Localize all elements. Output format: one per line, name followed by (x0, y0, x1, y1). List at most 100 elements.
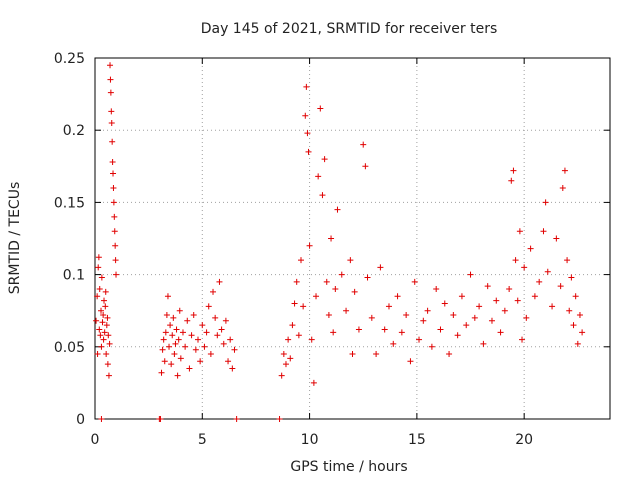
x-tick-label: 5 (198, 432, 207, 448)
data-point (159, 346, 166, 353)
data-point (111, 228, 118, 235)
y-tick-label: 0.25 (54, 51, 85, 67)
data-point (186, 365, 193, 372)
data-point (441, 300, 448, 307)
data-point (113, 271, 120, 278)
data-point (212, 314, 219, 321)
data-point (171, 351, 178, 358)
data-point (112, 257, 119, 264)
data-point (282, 361, 289, 368)
data-point (450, 312, 457, 319)
data-point (210, 288, 217, 295)
data-point (110, 170, 117, 177)
data-point (360, 141, 367, 148)
data-point (512, 257, 519, 264)
data-point (164, 293, 171, 300)
data-point (317, 105, 324, 112)
data-point (280, 351, 287, 358)
data-point (368, 314, 375, 321)
data-point (100, 336, 107, 343)
data-point (428, 343, 435, 350)
data-point (484, 283, 491, 290)
data-point (488, 317, 495, 324)
data-point (362, 163, 369, 170)
data-point (564, 257, 571, 264)
data-point (458, 293, 465, 300)
data-point (168, 361, 175, 368)
data-point (169, 332, 176, 339)
y-tick-label: 0.15 (54, 195, 85, 211)
data-point (516, 228, 523, 235)
grid (95, 58, 610, 419)
data-point (162, 329, 169, 336)
data-point (112, 242, 119, 249)
data-point (197, 358, 204, 365)
data-point (166, 343, 173, 350)
data-point (98, 343, 105, 350)
data-point (566, 307, 573, 314)
data-point (313, 293, 320, 300)
data-point (521, 264, 528, 271)
x-tick-label: 10 (301, 432, 319, 448)
data-point (184, 317, 191, 324)
data-point (108, 108, 115, 115)
data-point (289, 322, 296, 329)
data-point (222, 317, 229, 324)
data-point (300, 303, 307, 310)
data-point (332, 286, 339, 293)
data-point (111, 213, 118, 220)
data-point (107, 76, 114, 83)
data-point (276, 416, 283, 422)
data-point (304, 130, 311, 137)
data-point (218, 326, 225, 333)
data-point (407, 358, 414, 365)
data-point (110, 199, 117, 206)
data-point (298, 257, 304, 264)
data-point (403, 312, 410, 319)
data-point (103, 351, 110, 358)
data-point (347, 257, 354, 264)
x-tick-label: 0 (91, 432, 100, 448)
data-point (330, 329, 337, 336)
data-point (95, 264, 102, 271)
data-point (398, 329, 405, 336)
data-point (102, 303, 109, 310)
data-point (416, 336, 423, 343)
data-point (214, 332, 221, 339)
data-point (508, 177, 515, 184)
data-point (497, 329, 504, 336)
data-point (109, 158, 116, 165)
data-point (231, 346, 238, 353)
data-point (100, 312, 107, 319)
data-point (561, 167, 568, 174)
data-point (303, 83, 310, 90)
data-point (98, 307, 105, 314)
data-point (190, 312, 197, 319)
data-point (544, 268, 551, 275)
data-point (351, 288, 358, 295)
data-point (225, 358, 232, 365)
data-point (176, 307, 183, 314)
data-point (96, 286, 103, 293)
data-point (349, 351, 356, 358)
data-point (207, 351, 214, 358)
data-point (163, 312, 170, 319)
data-point (227, 336, 234, 343)
data-point (195, 336, 201, 343)
data-point (108, 119, 115, 126)
data-point (540, 228, 547, 235)
data-point (510, 167, 517, 174)
data-point (182, 343, 189, 350)
data-point (557, 283, 564, 290)
data-point (201, 343, 208, 350)
data-point (199, 322, 206, 329)
data-point (175, 336, 182, 343)
data-point (390, 340, 397, 347)
data-point (302, 112, 309, 119)
y-tick-label: 0.1 (63, 268, 85, 284)
data-point (107, 89, 114, 96)
data-point (319, 192, 326, 199)
data-point (278, 372, 285, 379)
data-point (531, 293, 538, 300)
